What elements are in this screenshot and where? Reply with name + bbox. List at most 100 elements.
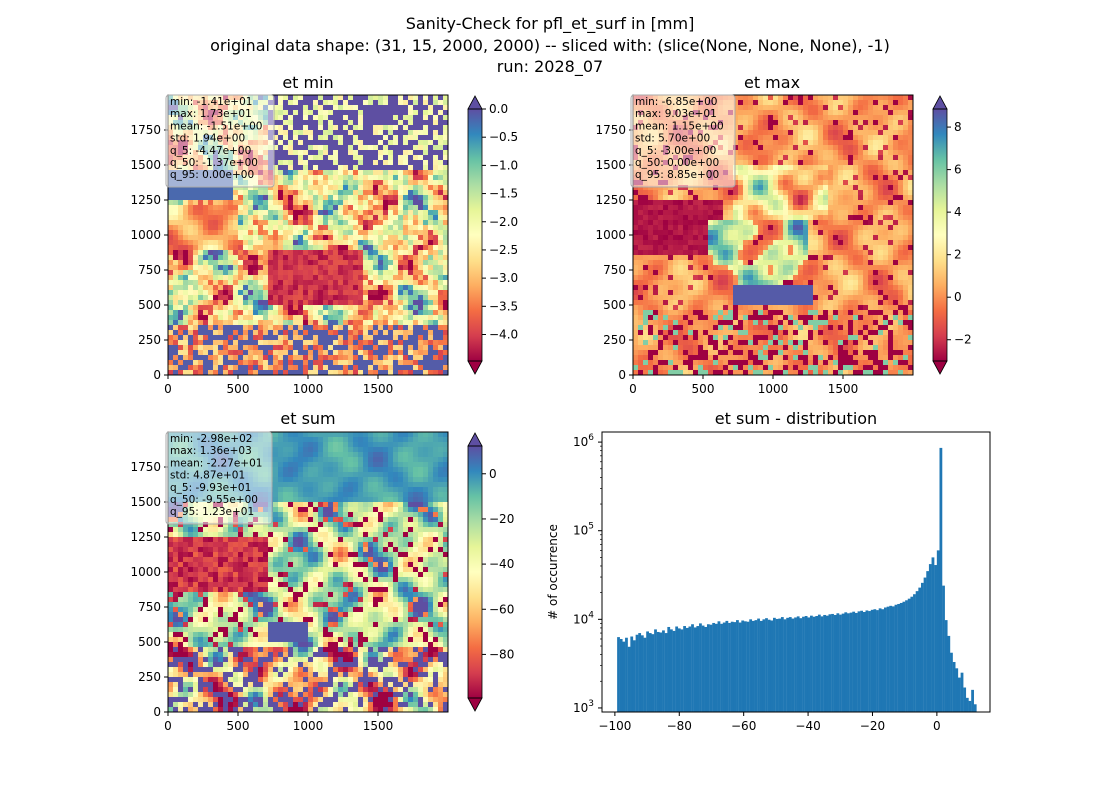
heatmap-cell <box>233 245 239 251</box>
heatmap-cell <box>258 365 264 371</box>
heatmap-cell <box>328 155 334 161</box>
heatmap-cell <box>268 245 274 251</box>
heatmap-cell <box>303 180 309 186</box>
heatmap-cell <box>763 110 769 116</box>
heatmap-cell <box>378 125 384 131</box>
heatmap-cell <box>193 195 199 201</box>
heatmap-cell <box>328 210 334 216</box>
heatmap-cell <box>818 250 824 256</box>
heatmap-cell <box>178 320 184 326</box>
heatmap-cell <box>223 265 229 271</box>
heatmap-cell <box>423 100 429 106</box>
heatmap-cell <box>333 205 339 211</box>
heatmap-cell <box>788 155 794 161</box>
heatmap-cell <box>273 360 279 366</box>
heatmap-cell <box>888 160 894 166</box>
heatmap-cell <box>673 195 679 201</box>
heatmap-cell <box>353 335 359 341</box>
heatmap-cell <box>428 275 434 281</box>
heatmap-cell <box>368 285 374 291</box>
heatmap-cell <box>688 195 694 201</box>
heatmap-cell <box>278 360 284 366</box>
heatmap-cell <box>373 260 379 266</box>
heatmap-cell <box>403 125 409 131</box>
heatmap-cell <box>643 190 649 196</box>
heatmap-cell <box>248 195 254 201</box>
heatmap-cell <box>198 275 204 281</box>
heatmap-cell <box>438 275 444 281</box>
heatmap-cell <box>878 125 884 131</box>
heatmap-cell <box>883 210 889 216</box>
heatmap-cell <box>338 305 344 311</box>
heatmap-cell <box>403 95 409 101</box>
heatmap-cell <box>438 370 444 375</box>
heatmap-cell <box>328 335 334 341</box>
heatmap-cell <box>853 180 859 186</box>
heatmap-cell <box>773 125 779 131</box>
heatmap-cell <box>338 135 344 141</box>
heatmap-cell <box>338 95 344 101</box>
heatmap-cell <box>183 195 189 201</box>
heatmap-cell <box>318 295 324 301</box>
heatmap-cell <box>733 250 739 256</box>
heatmap-cell <box>318 305 324 311</box>
heatmap-cell <box>648 185 654 191</box>
heatmap-cell <box>283 275 289 281</box>
heatmap-cell <box>168 295 174 301</box>
heatmap-cell <box>723 210 729 216</box>
heatmap-cell <box>868 185 874 191</box>
heatmap-cell <box>808 175 814 181</box>
heatmap-cell <box>178 230 184 236</box>
heatmap-cell <box>433 335 439 341</box>
heatmap-cell <box>333 320 339 326</box>
heatmap-cell <box>658 190 664 196</box>
heatmap-cell <box>263 365 269 371</box>
heatmap-cell <box>893 95 899 101</box>
heatmap-cell <box>228 250 234 256</box>
heatmap-cell <box>268 190 274 196</box>
heatmap-cell <box>423 355 429 361</box>
heatmap-cell <box>823 120 829 126</box>
heatmap-cell <box>348 360 354 366</box>
heatmap-cell <box>403 110 409 116</box>
heatmap-cell <box>283 315 289 321</box>
heatmap-cell <box>693 230 699 236</box>
heatmap-cell <box>873 150 879 156</box>
heatmap-cell <box>188 210 194 216</box>
heatmap-cell <box>758 175 764 181</box>
heatmap-cell <box>318 370 324 375</box>
heatmap-cell <box>408 150 414 156</box>
heatmap-cell <box>903 165 909 171</box>
heatmap-cell <box>378 270 384 276</box>
heatmap-cell <box>383 285 389 291</box>
heatmap-cell <box>253 335 259 341</box>
heatmap-cell <box>673 210 679 216</box>
heatmap-cell <box>683 210 689 216</box>
heatmap-cell <box>793 170 799 176</box>
heatmap-cell <box>338 250 344 256</box>
heatmap-cell <box>788 200 794 206</box>
heatmap-cell <box>813 120 819 126</box>
heatmap-cell <box>888 240 894 246</box>
heatmap-cell <box>733 150 739 156</box>
heatmap-cell <box>373 265 379 271</box>
heatmap-cell <box>678 185 684 191</box>
heatmap-cell <box>893 105 899 111</box>
heatmap-cell <box>408 360 414 366</box>
heatmap-cell <box>848 205 854 211</box>
heatmap-cell <box>398 200 404 206</box>
heatmap-cell <box>398 305 404 311</box>
heatmap-cell <box>848 160 854 166</box>
heatmap-cell <box>433 105 439 111</box>
heatmap-cell <box>313 270 319 276</box>
heatmap-cell <box>863 170 869 176</box>
heatmap-cell <box>283 230 289 236</box>
heatmap-cell <box>833 230 839 236</box>
heatmap-cell <box>298 190 304 196</box>
heatmap-cell <box>793 175 799 181</box>
heatmap-cell <box>413 95 419 101</box>
heatmap-cell <box>763 195 769 201</box>
heatmap-cell <box>173 190 179 196</box>
heatmap-cell <box>428 125 434 131</box>
heatmap-cell <box>378 315 384 321</box>
